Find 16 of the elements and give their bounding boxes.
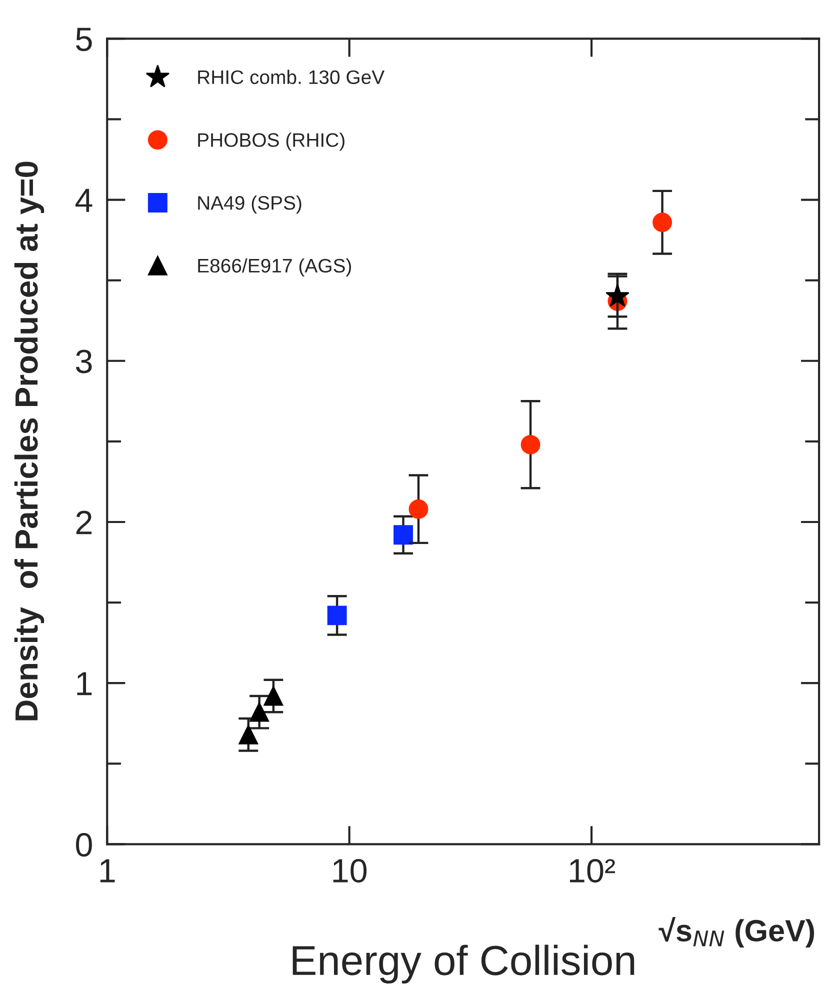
y-tick-label: 5 xyxy=(76,28,92,52)
legend-label: NA49 (SPS) xyxy=(198,195,302,214)
y-tick-label: 0 xyxy=(76,832,92,857)
x-tick-label: 10² xyxy=(570,858,615,883)
legend-label: E866/E917 (AGS) xyxy=(198,258,351,276)
legend-label: PHOBOS (RHIC) xyxy=(198,132,344,151)
y-tick-label: 1 xyxy=(77,672,92,696)
legend-label: RHIC comb. 130 GeV xyxy=(198,70,385,84)
y-tick-label: 3 xyxy=(76,350,92,374)
text: √s$_{NN}$ (GeV) xyxy=(658,917,814,948)
x-axis-title: Energy of Collision xyxy=(292,944,634,984)
y-axis-title: Density of Particles Produced at y=0 xyxy=(14,162,44,720)
x-tick-label: 1 xyxy=(100,859,115,882)
x-tick-label: 10 xyxy=(333,858,367,883)
y-tick-label: 2 xyxy=(76,510,92,534)
y-tick-label: 4 xyxy=(75,188,92,212)
